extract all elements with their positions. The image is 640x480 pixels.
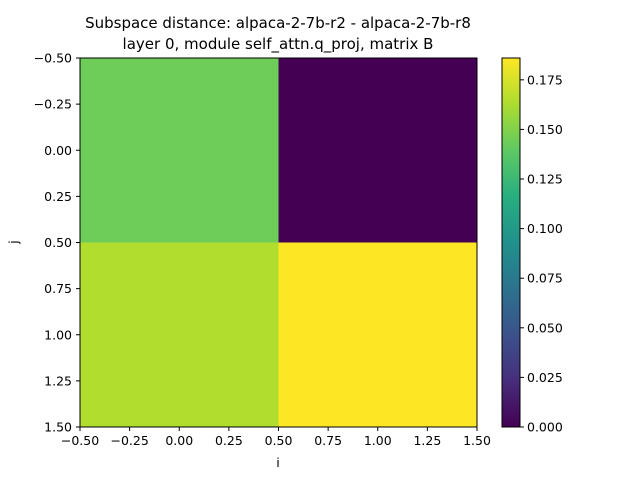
y-tick-label: 0.50 bbox=[44, 235, 72, 250]
colorbar-tick-label: 0.000 bbox=[527, 420, 563, 435]
y-tick-label: 1.50 bbox=[44, 420, 72, 435]
heatmap-cell-1-1 bbox=[278, 242, 477, 427]
heatmap-cell-0-1 bbox=[278, 58, 477, 243]
x-tick-label: −0.25 bbox=[110, 433, 148, 448]
y-tick-label: 1.25 bbox=[44, 373, 72, 388]
x-tick-label: −0.50 bbox=[61, 433, 99, 448]
colorbar-tick-label: 0.075 bbox=[527, 271, 563, 286]
colorbar-tick-label: 0.100 bbox=[527, 221, 563, 236]
y-tick-label: 0.00 bbox=[44, 143, 72, 158]
heatmap-cell-0-0 bbox=[80, 58, 279, 243]
colorbar-tick-label: 0.150 bbox=[527, 122, 563, 137]
colorbar-tick-label: 0.125 bbox=[527, 172, 563, 187]
chart-title-line-1: Subspace distance: alpaca-2-7b-r2 - alpa… bbox=[85, 14, 471, 32]
x-tick-label: 1.25 bbox=[413, 433, 441, 448]
x-tick-label: 0.75 bbox=[314, 433, 342, 448]
y-tick-label: 0.25 bbox=[44, 189, 72, 204]
chart-title-line-2: layer 0, module self_attn.q_proj, matrix… bbox=[123, 35, 434, 54]
heatmap-cells bbox=[80, 58, 477, 427]
x-tick-label: 1.00 bbox=[364, 433, 392, 448]
x-tick-label: 0.00 bbox=[165, 433, 193, 448]
colorbar-tick-label: 0.050 bbox=[527, 320, 563, 335]
heatmap-cell-1-0 bbox=[80, 242, 279, 427]
y-tick-label: −0.25 bbox=[34, 97, 72, 112]
y-tick-label: 1.00 bbox=[44, 327, 72, 342]
x-axis-label: i bbox=[276, 455, 279, 470]
colorbar bbox=[501, 57, 521, 428]
x-tick-label: 1.50 bbox=[463, 433, 491, 448]
y-tick-label: 0.75 bbox=[44, 281, 72, 296]
y-axis: −0.50 −0.25 0.00 0.25 0.50 0.75 1.00 1.25 1.50 bbox=[34, 51, 80, 435]
x-tick-label: 0.25 bbox=[215, 433, 243, 448]
x-axis: −0.50 −0.25 0.00 0.25 0.50 0.75 1.00 1.25 1.50 bbox=[61, 427, 491, 448]
y-tick-label: −0.50 bbox=[34, 51, 72, 66]
colorbar-ticks: 0.000 0.025 0.050 0.075 0.100 0.125 0.150 0.175 bbox=[520, 72, 563, 435]
colorbar-tick-label: 0.175 bbox=[527, 72, 563, 87]
y-axis-label: j bbox=[6, 240, 21, 244]
x-tick-label: 0.50 bbox=[265, 433, 293, 448]
colorbar-tick-label: 0.025 bbox=[527, 370, 563, 385]
